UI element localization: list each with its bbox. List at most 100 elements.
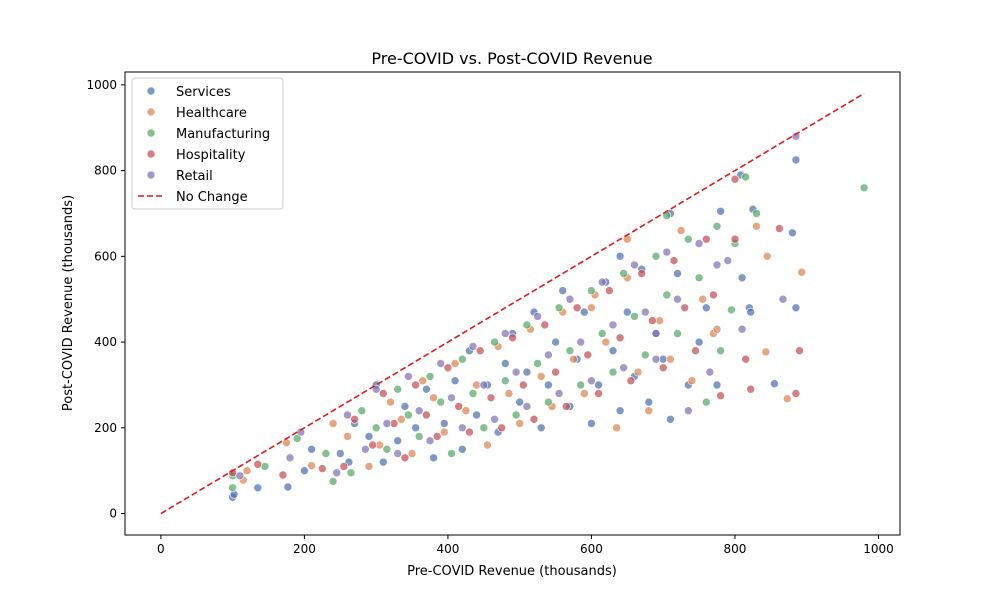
- legend-label-hospitality: Hospitality: [176, 148, 246, 163]
- data-point: [382, 419, 392, 428]
- data-point: [511, 410, 521, 420]
- data-point: [386, 397, 395, 407]
- legend-label-no-change: No Change: [176, 190, 248, 205]
- data-point: [737, 273, 747, 283]
- data-point: [425, 436, 435, 446]
- data-point: [436, 397, 446, 407]
- data-point: [479, 380, 489, 390]
- data-point: [669, 256, 679, 265]
- data-point: [597, 277, 607, 287]
- data-point: [737, 324, 747, 334]
- data-point: [533, 312, 542, 321]
- data-point: [633, 367, 643, 377]
- data-point: [694, 273, 704, 283]
- data-point: [511, 367, 521, 377]
- data-point: [651, 329, 661, 338]
- legend-marker-manufacturing: [146, 128, 156, 138]
- data-point: [540, 320, 550, 330]
- legend-marker-hospitality: [146, 149, 156, 159]
- data-point: [500, 376, 510, 386]
- data-point: [368, 440, 377, 450]
- data-point: [544, 350, 553, 360]
- y-tick-label: 0: [109, 507, 117, 521]
- data-point: [332, 468, 342, 478]
- data-point: [425, 372, 435, 381]
- data-point: [691, 346, 700, 356]
- points-layer: [228, 132, 869, 502]
- data-point: [572, 303, 582, 313]
- series-retail-points: [235, 132, 801, 481]
- series-manufacturing-points: [228, 172, 869, 493]
- data-point: [533, 359, 542, 368]
- data-point: [393, 384, 403, 394]
- data-point: [676, 226, 686, 235]
- data-point: [439, 427, 449, 437]
- data-point: [615, 406, 625, 416]
- data-point: [515, 397, 525, 407]
- data-point: [594, 380, 603, 390]
- x-tick-label: 800: [724, 542, 747, 556]
- data-point: [307, 444, 316, 454]
- data-point: [364, 432, 374, 441]
- data-point: [522, 320, 532, 330]
- data-point: [644, 397, 654, 407]
- data-point: [382, 444, 392, 454]
- data-point: [468, 342, 478, 351]
- data-point: [343, 432, 352, 441]
- data-point: [522, 402, 532, 411]
- data-point: [518, 380, 528, 390]
- data-point: [307, 461, 316, 470]
- data-point: [770, 379, 779, 389]
- data-point: [791, 132, 801, 141]
- legend-label-manufacturing: Manufacturing: [176, 127, 270, 142]
- data-point: [242, 466, 252, 476]
- data-point: [712, 260, 722, 270]
- data-point: [694, 239, 704, 248]
- data-point: [504, 389, 514, 398]
- data-point: [253, 459, 263, 469]
- data-point: [712, 222, 722, 231]
- data-point: [235, 471, 245, 481]
- data-point: [432, 432, 442, 441]
- data-point: [762, 251, 772, 261]
- y-tick-label: 800: [94, 164, 117, 178]
- data-point: [597, 329, 607, 338]
- data-point: [746, 384, 756, 394]
- data-point: [317, 464, 327, 473]
- data-point: [457, 444, 467, 454]
- data-point: [544, 380, 553, 390]
- data-point: [500, 329, 510, 338]
- data-point: [508, 333, 517, 343]
- x-tick-label: 0: [157, 542, 165, 556]
- data-point: [468, 389, 478, 398]
- data-point: [371, 384, 381, 394]
- data-point: [662, 290, 672, 300]
- data-point: [389, 419, 399, 428]
- chart-title: Pre-COVID vs. Post-COVID Revenue: [371, 49, 652, 68]
- data-point: [569, 354, 578, 364]
- data-point: [622, 307, 632, 317]
- data-point: [587, 286, 596, 295]
- data-point: [615, 333, 625, 343]
- data-point: [490, 337, 499, 347]
- data-point: [475, 346, 485, 356]
- data-point: [565, 294, 575, 304]
- data-point: [490, 414, 499, 424]
- x-axis: 0 200 400 600 800 1000: [157, 535, 894, 556]
- data-point: [630, 260, 639, 270]
- data-point: [583, 350, 593, 360]
- data-point: [605, 286, 614, 295]
- data-point: [350, 414, 359, 424]
- data-point: [587, 376, 596, 386]
- data-point: [292, 434, 302, 443]
- data-point: [673, 269, 682, 278]
- data-point: [651, 251, 661, 261]
- data-point: [775, 224, 784, 233]
- data-point: [321, 449, 331, 458]
- plot-frame: [124, 71, 901, 536]
- no-change-line: [160, 92, 865, 515]
- data-point: [761, 347, 771, 357]
- data-point: [709, 290, 718, 300]
